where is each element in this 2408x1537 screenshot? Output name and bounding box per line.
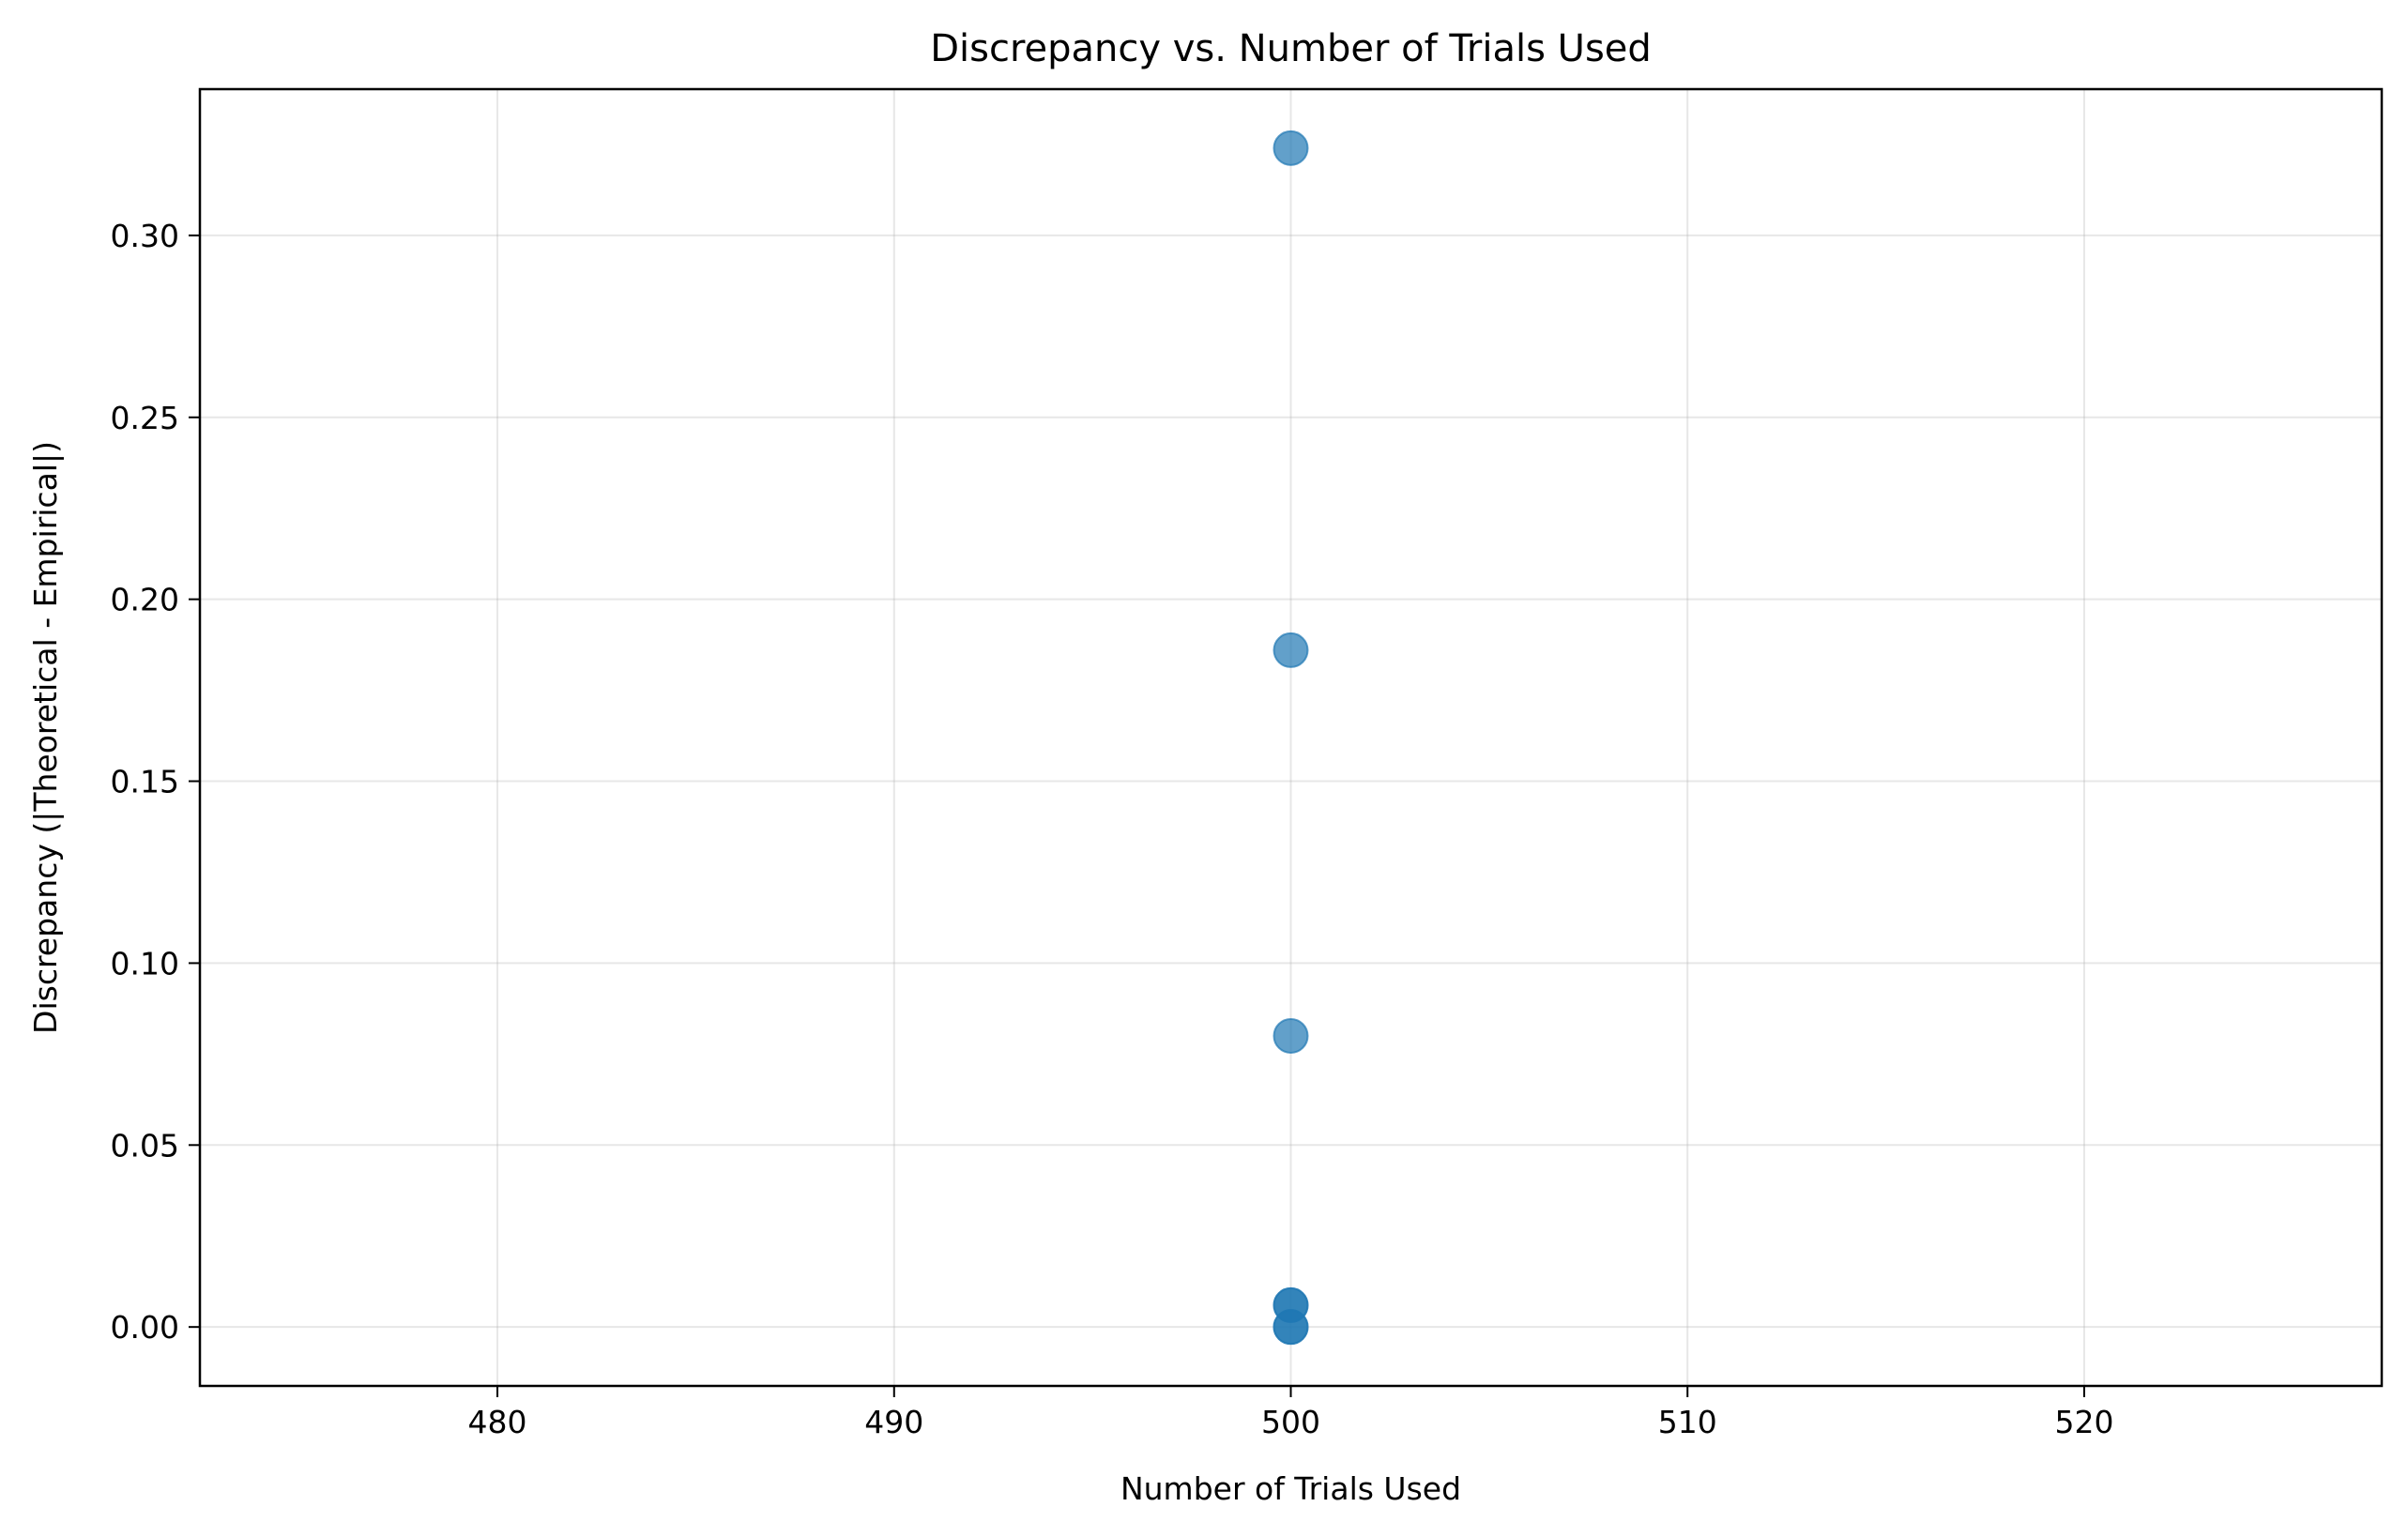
data-point — [1273, 1017, 1309, 1054]
x-axis-label: Number of Trials Used — [1120, 1470, 1461, 1507]
data-point — [1273, 632, 1309, 668]
y-tick-label: 0.05 — [111, 1127, 179, 1164]
chart-title: Discrepancy vs. Number of Trials Used — [930, 27, 1652, 70]
data-points — [1273, 129, 1309, 1346]
y-tick-label: 0.30 — [111, 218, 179, 254]
y-axis-label: Discrepancy (|Theoretical - Empirical|) — [27, 441, 64, 1034]
y-tick-label: 0.20 — [111, 582, 179, 618]
x-tick-label: 510 — [1658, 1404, 1717, 1440]
x-axis-ticks: 480 490 500 510 520 — [468, 1386, 2113, 1440]
x-tick-label: 500 — [1261, 1404, 1320, 1440]
y-tick-label: 0.00 — [111, 1309, 179, 1346]
x-tick-label: 480 — [468, 1404, 527, 1440]
y-tick-label: 0.10 — [111, 945, 179, 982]
data-point — [1273, 1309, 1309, 1346]
data-point — [1273, 129, 1309, 166]
x-tick-label: 490 — [864, 1404, 923, 1440]
y-tick-label: 0.25 — [111, 400, 179, 436]
x-tick-label: 520 — [2054, 1404, 2113, 1440]
y-axis-ticks: 0.00 0.05 0.10 0.15 0.20 0.25 0.30 — [111, 218, 200, 1346]
y-tick-label: 0.15 — [111, 764, 179, 800]
